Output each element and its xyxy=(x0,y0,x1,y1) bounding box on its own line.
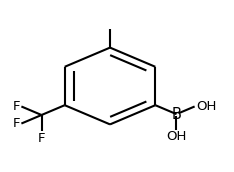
Text: OH: OH xyxy=(166,130,187,143)
Text: F: F xyxy=(13,100,20,113)
Text: F: F xyxy=(38,132,45,145)
Text: F: F xyxy=(13,117,20,130)
Text: B: B xyxy=(172,107,181,122)
Text: OH: OH xyxy=(196,100,216,113)
